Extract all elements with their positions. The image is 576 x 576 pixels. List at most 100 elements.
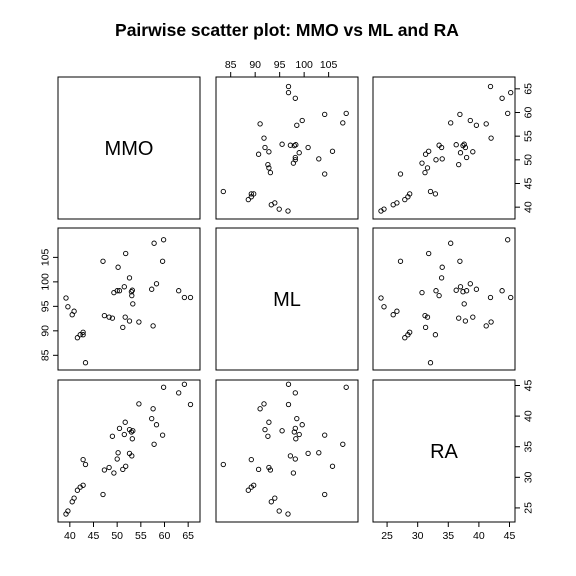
data-point — [463, 154, 470, 161]
tick-label: 40 — [473, 530, 485, 542]
data-point — [422, 169, 428, 176]
data-point — [488, 135, 494, 141]
data-point — [424, 314, 431, 320]
data-point — [433, 288, 439, 294]
tick-label: 45 — [523, 178, 535, 190]
tick-label: 30 — [523, 471, 535, 483]
data-point — [153, 281, 160, 287]
data-point — [329, 148, 336, 154]
data-point — [82, 461, 89, 468]
data-point — [487, 294, 494, 301]
data-point — [80, 482, 86, 488]
tick-label: 60 — [159, 530, 171, 542]
data-point — [407, 191, 413, 197]
data-point — [126, 318, 133, 324]
data-point — [422, 324, 429, 331]
data-point — [285, 381, 292, 387]
data-point — [419, 160, 425, 166]
data-point — [299, 422, 305, 428]
data-point — [129, 287, 135, 293]
data-point — [251, 482, 257, 488]
data-point — [121, 284, 127, 290]
data-point — [115, 264, 121, 270]
data-point — [292, 154, 298, 161]
data-point — [293, 142, 299, 148]
data-point — [424, 165, 431, 171]
data-point — [276, 508, 282, 514]
diagonal-label-ra: RA — [430, 441, 458, 463]
data-point — [109, 315, 116, 321]
data-point — [290, 470, 297, 476]
data-point — [381, 304, 387, 310]
data-point — [305, 144, 311, 151]
data-point — [71, 495, 77, 501]
data-point — [262, 144, 268, 151]
data-point — [294, 122, 300, 128]
data-point — [65, 508, 71, 514]
data-point — [461, 301, 467, 307]
x-axis-ml: 85 90 95 100 105 — [225, 59, 338, 78]
data-point — [499, 288, 505, 294]
data-point — [220, 188, 226, 195]
data-point — [456, 161, 462, 168]
data-point — [460, 142, 466, 149]
data-point — [100, 491, 106, 498]
data-point — [129, 453, 135, 459]
data-point — [394, 200, 400, 206]
data-point — [261, 401, 267, 407]
data-point — [276, 206, 282, 212]
tick-label: 35 — [523, 441, 535, 453]
data-point — [251, 191, 257, 197]
data-point — [245, 487, 251, 493]
data-point — [115, 450, 121, 456]
panel-ml-ml: ML — [215, 227, 359, 371]
data-point — [448, 240, 454, 246]
data-point — [505, 237, 511, 243]
data-point — [488, 319, 494, 325]
tick-label: 60 — [523, 107, 535, 119]
x-axis-mmo: 40 45 50 55 60 65 — [64, 521, 194, 542]
data-point — [149, 286, 155, 292]
panel-ra-ra: RA — [372, 379, 516, 523]
data-point — [433, 157, 439, 163]
data-point — [439, 156, 445, 162]
data-point — [129, 436, 135, 442]
data-point — [122, 419, 128, 425]
data-point — [262, 426, 268, 433]
data-point — [123, 250, 129, 257]
tick-label: 50 — [523, 154, 535, 166]
data-point — [187, 294, 194, 301]
data-point — [187, 401, 194, 408]
data-point — [378, 295, 384, 301]
tick-label: 25 — [381, 530, 393, 542]
data-point — [292, 95, 298, 101]
panel-mmo-ml — [215, 76, 359, 220]
data-point — [80, 456, 86, 463]
data-point — [432, 191, 439, 197]
tick-label: 85 — [225, 59, 237, 71]
tick-label: 90 — [249, 59, 261, 71]
data-point — [402, 196, 408, 203]
tick-label: 25 — [523, 502, 535, 514]
data-point — [296, 150, 302, 156]
data-point — [116, 288, 123, 294]
data-point — [432, 332, 439, 338]
data-point — [427, 188, 434, 195]
panel-frame — [215, 76, 359, 220]
data-point — [487, 83, 494, 90]
data-point — [80, 332, 86, 338]
tick-label: 40 — [523, 201, 535, 213]
data-point — [316, 450, 322, 456]
data-point — [322, 111, 328, 118]
tick-label: 90 — [40, 325, 52, 337]
data-point — [457, 258, 463, 264]
data-point — [390, 312, 396, 318]
data-point — [293, 436, 299, 442]
tick-label: 30 — [412, 530, 424, 542]
data-point — [456, 315, 462, 321]
tick-label: 65 — [523, 83, 535, 95]
panel-mmo-ra — [372, 76, 516, 220]
data-point — [457, 150, 464, 156]
data-point — [343, 384, 349, 390]
